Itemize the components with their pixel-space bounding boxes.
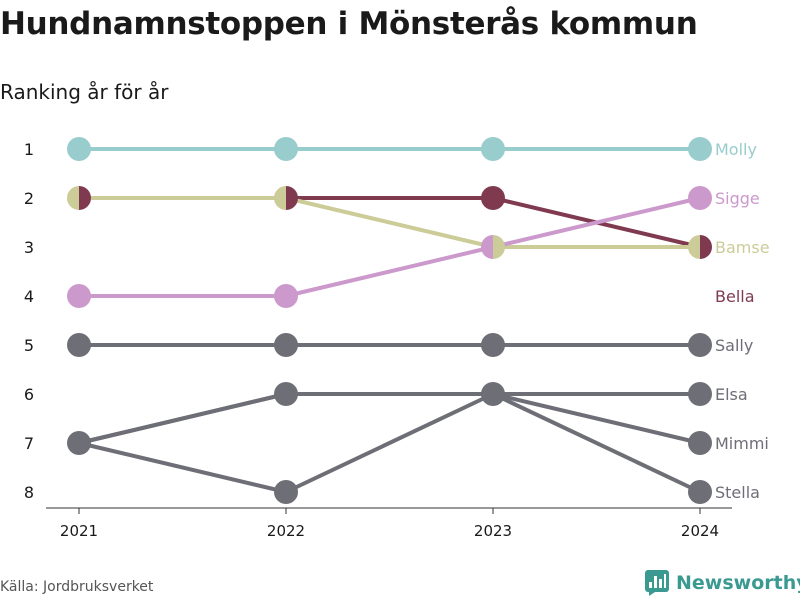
data-point-sally — [688, 333, 712, 357]
y-tick-label: 8 — [24, 483, 34, 502]
data-point-bella — [481, 186, 505, 210]
data-point-elsa — [274, 382, 298, 406]
series-line-sigge — [77, 196, 702, 298]
series-label-mimmi: Mimmi — [715, 434, 769, 453]
data-point-bella — [700, 235, 712, 259]
x-tick-label: 2024 — [681, 522, 719, 540]
data-point-sigge — [481, 235, 493, 259]
source-note: Källa: Jordbruksverket — [0, 579, 154, 595]
data-point-elsa — [481, 382, 505, 406]
data-point-molly — [274, 137, 298, 161]
y-tick-label: 5 — [24, 336, 34, 355]
brand-name: Newsworthy — [676, 572, 800, 594]
series-label-sigge: Sigge — [715, 189, 760, 208]
brand-logo: Newsworthy — [645, 570, 800, 596]
series-label-stella: Stella — [715, 483, 760, 502]
series-line-stella — [77, 392, 702, 494]
data-point-bamse — [67, 186, 79, 210]
x-tick-label: 2022 — [267, 522, 305, 540]
series-line-elsa — [77, 392, 702, 445]
chart-subtitle: Ranking år för år — [0, 80, 169, 104]
y-tick-label: 6 — [24, 385, 34, 404]
data-point-bamse — [493, 235, 505, 259]
x-tick-label: 2021 — [60, 522, 98, 540]
series-label-sally: Sally — [715, 336, 753, 355]
data-point-molly — [688, 137, 712, 161]
y-tick-label: 7 — [24, 434, 34, 453]
series-label-bamse: Bamse — [715, 238, 770, 257]
data-point-elsa — [688, 382, 712, 406]
data-point-stella — [688, 480, 712, 504]
series-label-bella: Bella — [715, 287, 755, 306]
data-point-sally — [67, 333, 91, 357]
data-point-bamse — [688, 235, 700, 259]
data-point-sigge — [67, 284, 91, 308]
y-tick-label: 1 — [24, 140, 34, 159]
y-tick-label: 2 — [24, 189, 34, 208]
data-point-sigge — [274, 284, 298, 308]
data-point-bamse — [274, 186, 286, 210]
y-tick-label: 3 — [24, 238, 34, 257]
data-point-molly — [481, 137, 505, 161]
series-line-mimmi — [77, 392, 702, 494]
series-label-elsa: Elsa — [715, 385, 748, 404]
data-point-sally — [481, 333, 505, 357]
x-tick-label: 2023 — [474, 522, 512, 540]
data-point-elsa — [67, 431, 91, 455]
data-point-bella — [79, 186, 91, 210]
series-label-molly: Molly — [715, 140, 757, 159]
data-point-molly — [67, 137, 91, 161]
chart-title: Hundnamnstoppen i Mönsterås kommun — [0, 6, 698, 42]
bar-chart-icon — [645, 570, 669, 596]
data-point-bella — [286, 186, 298, 210]
y-tick-label: 4 — [24, 287, 34, 306]
data-point-sigge — [688, 186, 712, 210]
series-line-bamse — [77, 196, 702, 249]
data-point-mimmi — [688, 431, 712, 455]
data-point-sally — [274, 333, 298, 357]
data-point-mimmi — [274, 480, 298, 504]
